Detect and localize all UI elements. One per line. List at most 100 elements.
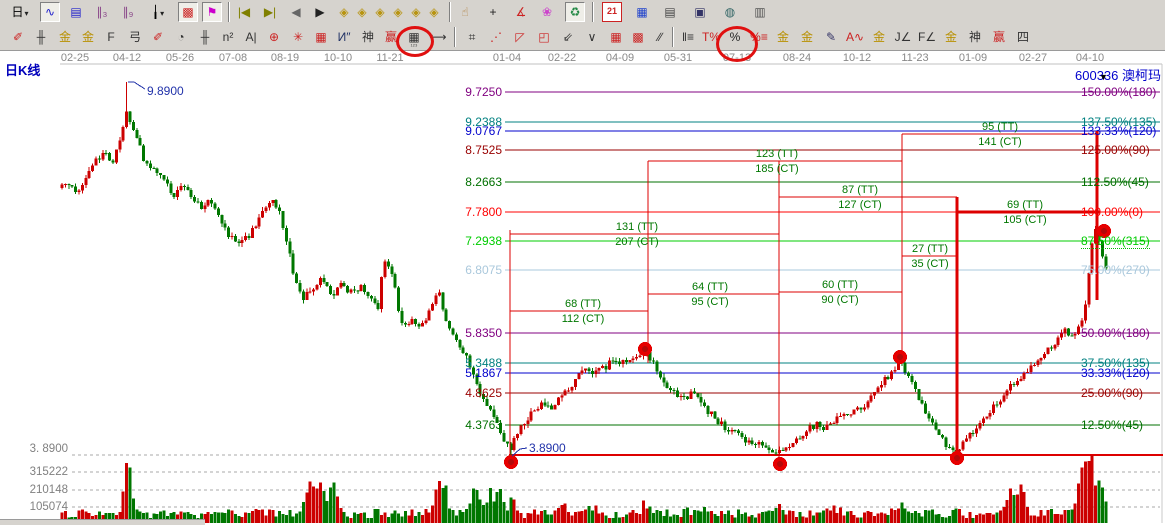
info-panel-button[interactable]: ▤ — [70, 5, 82, 19]
candle-body — [703, 402, 707, 406]
percent-level-label: 25.00%(90) — [1081, 386, 1144, 400]
volume-bar — [274, 516, 278, 523]
percent-level-label: 33.33%(120) — [1081, 366, 1150, 380]
calendar-button[interactable]: 21 — [602, 2, 622, 22]
next-bar-button[interactable]: ▶ — [315, 5, 325, 19]
export-button[interactable]: ◍ — [724, 5, 736, 19]
volume-bar — [250, 511, 254, 523]
win-tool[interactable]: 赢 — [384, 30, 397, 44]
shen-grid-tool[interactable]: 神 — [361, 30, 374, 44]
draw-pen-tool[interactable]: ✐ — [12, 30, 24, 44]
box-select-tool[interactable]: ⌗ — [468, 30, 476, 44]
box-fan-tool[interactable]: ◰ — [538, 30, 550, 44]
angle-measure-button[interactable]: ∡ — [515, 5, 527, 19]
bars-3-button[interactable]: ∥₃ — [96, 5, 108, 19]
diamond-full-button[interactable]: ◈ — [429, 5, 439, 19]
t-percent-tool[interactable]: T% — [702, 30, 720, 44]
candle-body — [172, 193, 176, 197]
four-angle-tool[interactable]: 四 — [1016, 30, 1029, 44]
diamond-right-button[interactable]: ◈ — [357, 5, 367, 19]
bars-9-button[interactable]: ∥₉ — [122, 5, 134, 19]
gann-target-tool[interactable]: ⊕ — [268, 30, 280, 44]
candle-body — [815, 422, 819, 429]
flower-mark-button[interactable]: ❀ — [541, 5, 553, 19]
diamond-expand-button[interactable]: ◈ — [393, 5, 403, 19]
volume-bar — [359, 513, 363, 523]
volume-lines-tool[interactable]: ‖≡ — [682, 30, 694, 44]
a-wave-tool[interactable]: A∿ — [846, 30, 865, 44]
fan-box-tool[interactable]: ◸ — [515, 30, 525, 44]
toolbar-separator — [228, 2, 230, 22]
curve-mode-button[interactable]: ∿ — [40, 2, 60, 22]
wave-mark-tool[interactable]: И″ — [337, 30, 351, 44]
gann-square-tool[interactable]: ▦ — [315, 30, 327, 44]
calculator-button[interactable]: ▦ — [636, 5, 648, 19]
hscrollbar-strip[interactable] — [0, 519, 205, 525]
cycle-tt-label: 131 (TT) — [615, 221, 659, 233]
volume-bar — [628, 512, 632, 523]
gold-grid-tool-2[interactable]: 金 — [81, 30, 94, 44]
last-bar-button[interactable]: ▶| — [263, 5, 277, 19]
gann-star-tool[interactable]: ✳ — [292, 30, 304, 44]
red-grid-tool-2[interactable]: ▩ — [632, 30, 644, 44]
print-button[interactable]: ▥ — [754, 5, 766, 19]
notes-button[interactable]: ▤ — [664, 5, 676, 19]
date-tick-label: 02-22 — [547, 52, 577, 64]
candle-body — [424, 320, 428, 323]
gold-underline-tool[interactable]: 金 — [872, 30, 885, 44]
a-line-tool[interactable]: A| — [245, 30, 257, 44]
diamond-hspan-button[interactable]: ◈ — [375, 5, 385, 19]
volume-bar — [774, 508, 778, 523]
flag-chart-button[interactable]: ⚑ — [202, 2, 222, 22]
volume-bar — [1032, 515, 1036, 523]
volume-bar — [121, 491, 125, 523]
volume-bar — [386, 517, 390, 523]
candle-body — [393, 274, 397, 288]
gann-fan-tool[interactable]: ⋰ — [490, 30, 502, 44]
zigzag-tool[interactable]: ∨ — [587, 30, 597, 44]
toolbar-separator — [592, 2, 594, 22]
volume-bar — [526, 512, 530, 523]
red-grid-tool-1[interactable]: ▦ — [610, 30, 622, 44]
candle-body — [726, 429, 730, 432]
j-angle-tool[interactable]: J∠ — [894, 30, 912, 44]
candle-body — [1019, 378, 1023, 382]
coil-grid-tool[interactable]: 弓 — [128, 30, 141, 44]
win-angle-tool[interactable]: 赢 — [992, 30, 1005, 44]
candle-body — [444, 309, 448, 322]
pattern-overlay-button[interactable]: ▩ — [178, 2, 198, 22]
hash-tool[interactable]: ╫ — [200, 30, 210, 44]
scribble-button[interactable]: ♻ — [565, 2, 585, 22]
f-grid-tool[interactable]: F — [107, 30, 115, 44]
volume-bar — [703, 506, 707, 523]
period-kline-button[interactable]: 日▾ — [11, 5, 29, 19]
trend-arrows-tool[interactable]: ⇙ — [562, 30, 574, 44]
n2-grid-tool[interactable]: n² — [222, 30, 234, 44]
first-bar-button[interactable]: |◀ — [237, 5, 251, 19]
diamond-left-button[interactable]: ◈ — [339, 5, 349, 19]
prev-bar-button[interactable]: ◀ — [291, 5, 301, 19]
crosshair-button[interactable]: + — [489, 5, 497, 19]
candle-body — [692, 391, 696, 394]
gold-angle-tool[interactable]: 金 — [944, 30, 957, 44]
hatch-lines-tool[interactable]: ∕∕ — [657, 30, 662, 44]
volume-bar — [424, 509, 428, 523]
f-angle-tool[interactable]: F∠ — [918, 30, 937, 44]
brush-tool[interactable]: ✎ — [825, 30, 837, 44]
candle-style-button[interactable]: ╽▾ — [151, 5, 165, 19]
candle-body — [77, 190, 81, 192]
save-button[interactable]: ▣ — [694, 5, 706, 19]
gold-circle-tool[interactable]: 金 — [776, 30, 789, 44]
diamond-compress-button[interactable]: ◈ — [411, 5, 421, 19]
grid-tool[interactable]: ╫ — [36, 30, 46, 44]
gold-grid-tool-1[interactable]: 金 — [58, 30, 71, 44]
candle-body — [1043, 354, 1047, 358]
shen-angle-tool[interactable]: 神 — [968, 30, 981, 44]
clock-grid-tool[interactable]: ◔ — [177, 30, 185, 44]
gold-lines-tool[interactable]: 金 — [800, 30, 813, 44]
volume-bar — [485, 502, 489, 523]
candle-body — [101, 153, 105, 160]
drag-hand-button[interactable]: ☝ — [461, 5, 469, 19]
pen-grid-tool[interactable]: ✐ — [152, 30, 164, 44]
